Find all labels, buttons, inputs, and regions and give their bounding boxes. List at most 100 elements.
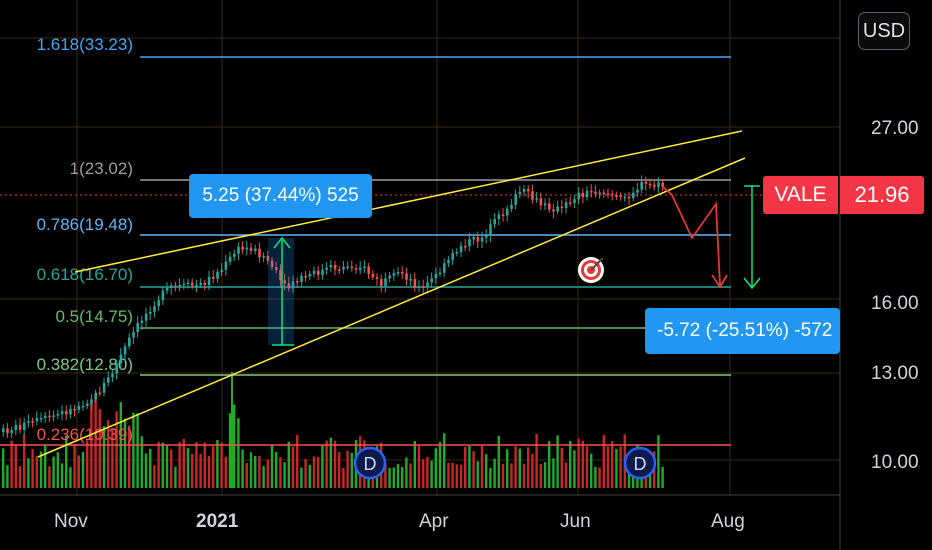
measure-up-range[interactable] [268,238,294,345]
volume-bar [266,459,269,488]
candle-body [447,259,450,264]
candle-body [573,199,576,203]
candle-body [329,264,333,268]
volume-bar [552,458,555,488]
currency-button[interactable]: USD [858,12,910,50]
candle-body [228,256,232,262]
candle-body [535,198,538,200]
volume-bar [258,455,261,488]
volume-bar [485,454,488,488]
dividend-marker[interactable]: D [353,446,387,480]
drawing-tools[interactable] [37,130,761,458]
fib-level-label: 0.786(19.48) [37,215,133,234]
candle-body [388,275,391,279]
candle-body [476,237,480,242]
candle-body [459,245,463,252]
volume-bar [434,448,437,488]
x-tick-label: Nov [54,511,88,532]
x-tick-label: 2021 [196,511,239,532]
volume-bar [426,456,429,488]
candle-body [464,245,467,248]
volume-bar [312,456,316,488]
volume-bar [506,449,509,488]
volume-bar [333,440,337,488]
candle-body [367,266,370,275]
volume-bar [321,444,324,488]
volume-bar [186,448,190,488]
volume-bar [228,413,232,488]
candlestick-series [2,175,664,439]
candle-body [77,406,81,410]
candle-body [569,202,572,204]
volume-bar [611,441,614,488]
candle-body [648,183,652,186]
candle-body [606,193,610,195]
dividend-marker-label: D [364,454,377,474]
volume-bar [598,467,601,488]
candle-body [401,272,404,274]
candle-body [640,181,643,190]
volume-bar [98,409,101,488]
volume-bar [23,434,26,488]
volume-bar [464,446,467,488]
volume-bar [405,457,408,488]
candle-body [266,255,270,261]
candle-body [384,278,387,287]
measure-up-label[interactable]: 5.25 (37.44%) 525 [189,174,372,218]
volume-bar [581,440,584,488]
candle-body [405,273,408,280]
dividend-marker[interactable]: D [623,446,657,480]
candle-body [123,346,127,355]
candle-body [413,279,417,288]
wedge-lower-trendline[interactable] [37,157,746,458]
wedge-upper-trendline[interactable] [74,130,743,273]
projected-path-arrowhead [711,274,728,289]
candle-body [527,189,530,192]
candle-body [430,278,433,283]
measure-down-label[interactable]: -5.72 (-25.51%) -572 [645,308,840,354]
volume-bar [514,446,517,488]
candle-body [455,251,459,254]
volume-bar [430,460,433,488]
volume-bar [413,441,416,488]
volume-bar [443,433,446,488]
time-axis[interactable]: Nov 2021 Apr Jun Aug [54,511,745,532]
volume-bar [94,398,97,488]
candle-body [417,286,421,288]
volume-bar [392,467,395,488]
volume-bar [447,462,450,488]
candle-body [577,192,580,200]
projected-path[interactable] [661,185,721,286]
candle-body [27,421,30,423]
volume-bar [350,452,353,488]
candle-body [233,253,236,257]
volume-bar [468,445,471,488]
fibonacci-retracement[interactable]: 1.618(33.23) 1(23.02) 0.786(19.48) 0.618(16… [0,35,731,446]
volume-bar [493,458,496,488]
volume-bar [564,462,568,488]
measure-up-arrowhead [273,236,291,249]
volume-bar [287,441,290,488]
volume-bar [342,467,345,488]
candle-body [485,235,488,238]
measure-down-arrowhead [743,277,761,290]
volume-bar [472,451,475,488]
volume-bar [14,444,17,488]
volume-bar [476,461,479,488]
fib-level-label: 0.618(16.70) [37,265,133,284]
price-axis[interactable]: 27.00 16.00 13.00 10.00 [871,118,919,473]
volume-bar [262,466,265,488]
candle-body [191,282,194,286]
candle-body [564,202,568,209]
volume-bar [560,447,563,488]
candle-body [220,269,223,272]
candle-body [623,196,627,199]
volume-bar [338,452,341,488]
volume-bar [438,441,442,488]
candle-body [296,281,299,283]
candle-body [140,320,144,323]
volume-bar [157,441,160,488]
volume-bar [102,426,106,488]
volume-bar [10,440,13,488]
